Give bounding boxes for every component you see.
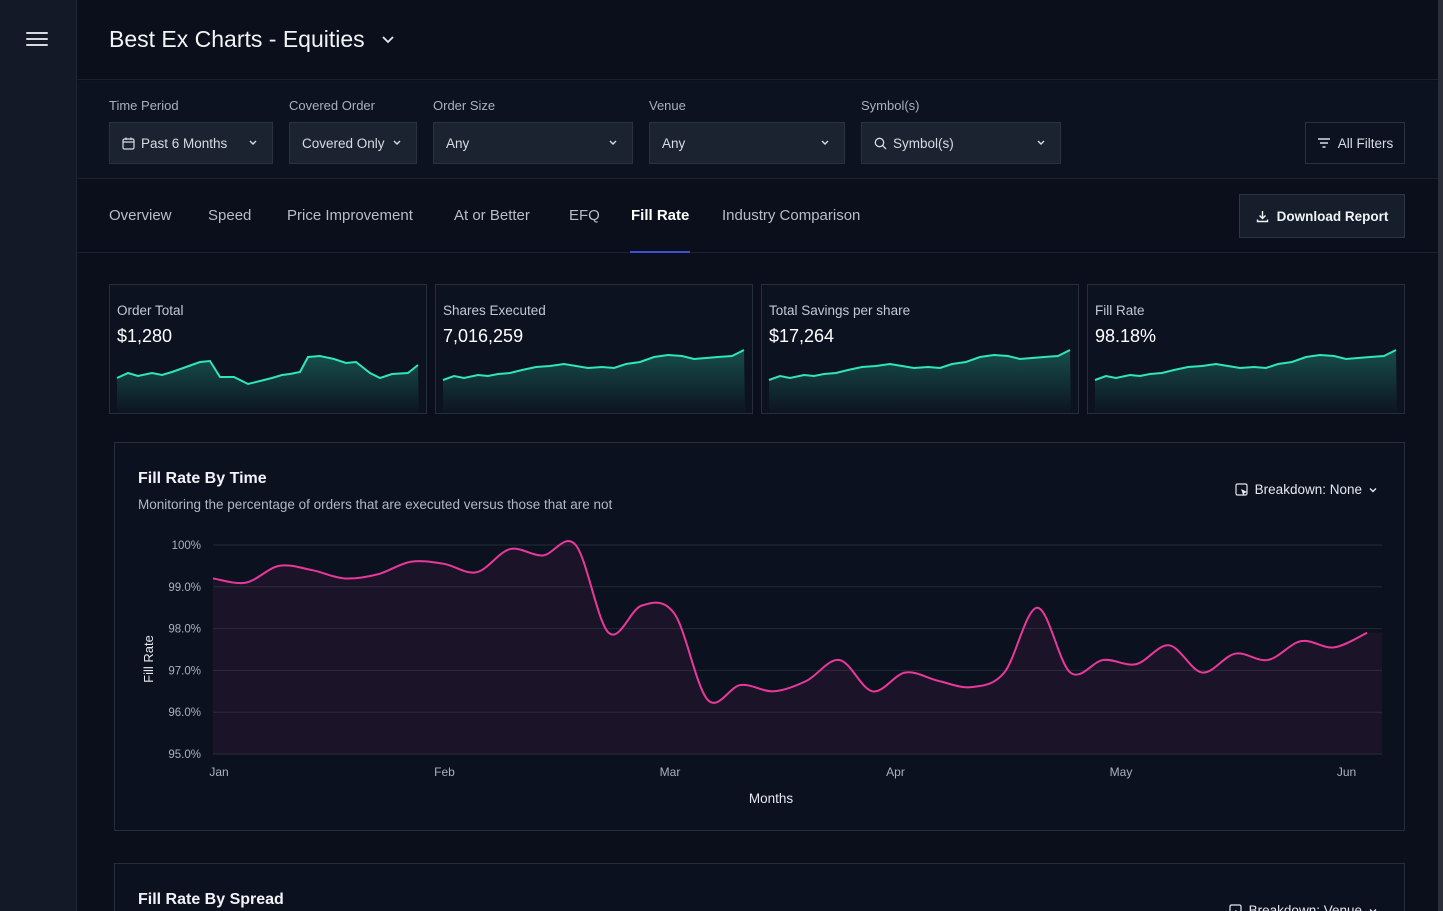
chevron-down-icon [1037, 140, 1045, 145]
y-tick-label: 99.0% [168, 582, 201, 594]
sparkline-shares-executed [442, 349, 745, 413]
calendar-icon [122, 137, 135, 150]
y-axis-label: Fill Rate [141, 635, 156, 683]
chevron-down-icon [609, 140, 617, 145]
filter-label: Covered Order [289, 98, 375, 113]
sparkline-total-savings [768, 349, 1071, 413]
tab-speed[interactable]: Speed [208, 207, 252, 224]
y-tick-label: 97.0% [168, 665, 201, 677]
series-area [213, 541, 1382, 754]
main-content: Best Ex Charts - Equities Time Period Pa… [77, 0, 1438, 911]
filter-icon [1317, 138, 1330, 148]
select-value: Any [446, 135, 470, 151]
app-title-dropdown[interactable]: Best Ex Charts - Equities [109, 26, 395, 53]
chevron-down-icon [382, 36, 394, 44]
breakdown-label: Breakdown: None [1254, 482, 1362, 497]
scrollbar[interactable] [1438, 0, 1443, 911]
kpi-value: 98.18% [1095, 326, 1157, 346]
venue-select[interactable]: Any [649, 122, 845, 164]
fill-rate-line-chart: 100% 99.0% 98.0% 97.0% 96.0% 95.0% Jan Feb Mar Ap… [141, 540, 1382, 806]
order-size-filter: Order Size Any [433, 98, 633, 164]
kpi-value: 7,016,259 [443, 326, 524, 346]
panel-subtitle: Monitoring the percentage of orders that… [138, 497, 613, 512]
kpi-card-total-savings: Total Savings per share $17,264 [761, 284, 1079, 414]
panel-title: Fill Rate By Spread [138, 891, 284, 908]
chevron-down-icon [249, 140, 257, 145]
filter-label: Time Period [109, 98, 179, 113]
page-title: Best Ex Charts - Equities [109, 26, 365, 52]
chevron-down-icon [1369, 487, 1377, 492]
x-tick-label: Feb [434, 765, 455, 779]
chevron-down-icon [393, 140, 401, 145]
breakdown-dropdown[interactable]: Breakdown: Venue [1229, 903, 1378, 911]
covered-order-filter: Covered Order Covered Only [289, 98, 417, 164]
symbol-filter: Symbol(s) Symbol(s) [861, 98, 1061, 164]
hamburger-menu-icon[interactable] [26, 32, 48, 50]
time-period-select[interactable]: Past 6 Months [109, 122, 273, 164]
tab-bar: Overview Speed Price Improvement At or B… [77, 180, 1438, 253]
venue-filter: Venue Any [649, 98, 845, 164]
filter-label: Symbol(s) [861, 98, 920, 113]
kpi-value: $1,280 [117, 326, 173, 346]
x-axis-label: Months [749, 791, 794, 806]
all-filters-button[interactable]: All Filters [1305, 122, 1405, 164]
select-value: Any [662, 135, 686, 151]
download-icon [1256, 210, 1268, 222]
tab-overview[interactable]: Overview [109, 207, 172, 224]
filter-bar: Time Period Past 6 Months Covered Order … [77, 81, 1438, 179]
panel-title: Fill Rate By Time [138, 470, 267, 487]
all-filters-label: All Filters [1337, 135, 1394, 151]
top-bar: Best Ex Charts - Equities [77, 0, 1438, 80]
breakdown-label: Breakdown: Venue [1248, 903, 1362, 911]
tab-fill-rate[interactable]: Fill Rate [629, 207, 691, 253]
x-tick-label: Jan [209, 765, 228, 779]
tab-at-or-better[interactable]: At or Better [454, 207, 530, 224]
time-period-filter: Time Period Past 6 Months [109, 98, 273, 164]
tab-industry-comparison[interactable]: Industry Comparison [722, 207, 861, 224]
tab-price-improvement[interactable]: Price Improvement [287, 207, 413, 224]
y-tick-label: 95.0% [168, 749, 201, 761]
symbol-search-select[interactable]: Symbol(s) [861, 122, 1061, 164]
select-value: Past 6 Months [141, 135, 228, 151]
filter-label: Venue [649, 98, 686, 113]
download-report-label: Download Report [1276, 208, 1389, 224]
fill-rate-by-spread-panel: Fill Rate By Spread Breakdown: Venue [114, 863, 1405, 911]
x-tick-label: Apr [886, 765, 905, 779]
y-tick-label: 100% [172, 540, 201, 552]
search-icon [874, 137, 887, 150]
x-tick-label: Jun [1337, 765, 1356, 779]
order-size-select[interactable]: Any [433, 122, 633, 164]
x-tick-label: May [1110, 765, 1133, 779]
covered-order-select[interactable]: Covered Only [289, 122, 417, 164]
symbol-placeholder: Symbol(s) [893, 135, 954, 151]
sparkline-order-total [116, 354, 419, 413]
sparkline-fill-rate [1094, 349, 1397, 413]
kpi-label: Shares Executed [443, 303, 546, 318]
breakdown-icon [1235, 482, 1248, 496]
download-report-button[interactable]: Download Report [1239, 194, 1405, 238]
series-line [212, 540, 1368, 704]
kpi-card-order-total: Order Total $1,280 [109, 284, 427, 414]
y-tick-label: 96.0% [168, 707, 201, 719]
breakdown-icon [1229, 903, 1242, 911]
filter-label: Order Size [433, 98, 496, 113]
chevron-down-icon [821, 140, 829, 145]
kpi-card-shares-executed: Shares Executed 7,016,259 [435, 284, 753, 414]
select-value: Covered Only [302, 135, 385, 151]
fill-rate-by-time-panel: Fill Rate By Time Monitoring the percent… [114, 442, 1405, 831]
x-tick-label: Mar [660, 765, 681, 779]
kpi-value: $17,264 [769, 326, 835, 346]
breakdown-dropdown[interactable]: Breakdown: None [1235, 482, 1378, 497]
kpi-label: Fill Rate [1095, 303, 1145, 318]
kpi-label: Order Total [117, 303, 184, 318]
side-rail [0, 0, 77, 911]
kpi-label: Total Savings per share [769, 303, 911, 318]
kpi-card-fill-rate: Fill Rate 98.18% [1087, 284, 1405, 414]
tab-efq[interactable]: EFQ [569, 207, 600, 224]
y-tick-label: 98.0% [168, 624, 201, 636]
chevron-down-icon [1369, 908, 1377, 911]
